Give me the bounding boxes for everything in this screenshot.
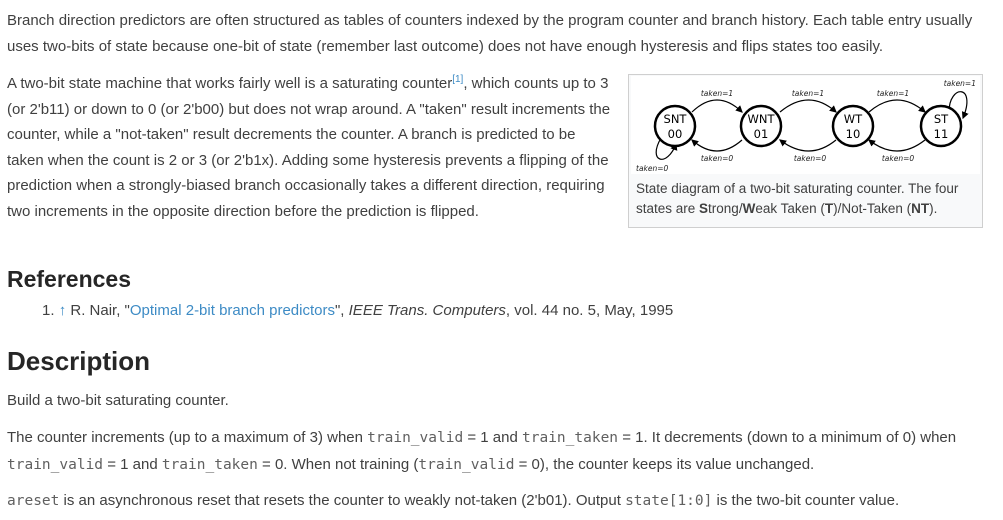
references-heading: References (7, 266, 132, 292)
back-reference-link[interactable]: ↑ (58, 302, 67, 319)
edge-snt-to-wnt (691, 99, 743, 113)
edge-label-self-loop-bottom: taken=0 (636, 164, 669, 173)
code-train-valid: train_valid (367, 430, 464, 446)
journal-name: IEEE Trans. Computers (348, 302, 506, 319)
description-line-2: The counter increments (up to a maximum … (7, 429, 957, 473)
figure-caption: State diagram of a two-bit saturating co… (636, 181, 959, 216)
description-heading: Description (7, 346, 151, 376)
state-st-name: ST (934, 112, 949, 126)
state-wnt-code: 01 (754, 127, 769, 141)
reference-number: 1. (42, 302, 55, 319)
code-train-taken: train_taken (161, 456, 258, 473)
state-wt-name: WT (844, 112, 863, 126)
edge-wnt-to-snt (691, 139, 743, 152)
description-line-1: Build a two-bit saturating counter. (7, 392, 229, 409)
paper-title-link[interactable]: Optimal 2-bit branch predictors (129, 302, 335, 319)
counter-paragraph: A two-bit state machine that works fairl… (7, 71, 615, 224)
state-st (919, 104, 963, 148)
edge-wnt-to-wt (779, 99, 837, 113)
reference-link[interactable]: [1] (452, 74, 464, 85)
reference-item: 1. ↑ R. Nair, "Optimal 2-bit branch pred… (42, 302, 674, 319)
code-train-valid: train_valid (418, 456, 515, 473)
self-loop-snt (655, 137, 678, 160)
state-wnt-name: WNT (748, 112, 776, 126)
state-wt (831, 104, 875, 148)
state-wnt (739, 104, 783, 148)
edge-label-taken-1-c: taken=1 (877, 89, 909, 98)
state-diagram-figure: SNT 00 WNT 01 WT 10 ST 11 taken=1 taken=… (628, 74, 983, 228)
edge-label-taken-1-a: taken=1 (701, 89, 733, 98)
counter-text-start: A two-bit state machine that works fairl… (7, 75, 453, 92)
edge-label-taken-1-b: taken=1 (792, 89, 824, 98)
intro-paragraph: Branch direction predictors are often st… (7, 12, 973, 55)
edge-wt-to-wnt (779, 139, 837, 152)
state-snt-name: SNT (664, 112, 688, 126)
state-diagram: SNT 00 WNT 01 WT 10 ST 11 taken=1 taken=… (631, 76, 980, 174)
state-wt-code: 10 (846, 127, 861, 141)
edge-wt-to-st (868, 99, 926, 113)
state-snt (653, 104, 697, 148)
code-state: state[1:0] (625, 493, 713, 509)
edge-label-taken-0-c: taken=0 (882, 154, 915, 163)
description-line-3: areset is an asynchronous reset that res… (7, 492, 900, 509)
state-snt-code: 00 (668, 127, 683, 141)
edge-st-to-wt (868, 139, 926, 152)
edge-label-self-loop-top: taken=1 (944, 79, 976, 88)
code-train-valid: train_valid (7, 456, 104, 473)
edge-label-taken-0-b: taken=0 (794, 154, 827, 163)
counter-text-rest: , which counts up to 3 (or 2'b11) or dow… (7, 75, 611, 220)
self-loop-st (948, 91, 969, 120)
code-areset: areset (7, 493, 60, 509)
edge-label-taken-0-a: taken=0 (701, 154, 734, 163)
code-train-taken: train_taken (522, 430, 619, 446)
state-st-code: 11 (934, 127, 949, 141)
